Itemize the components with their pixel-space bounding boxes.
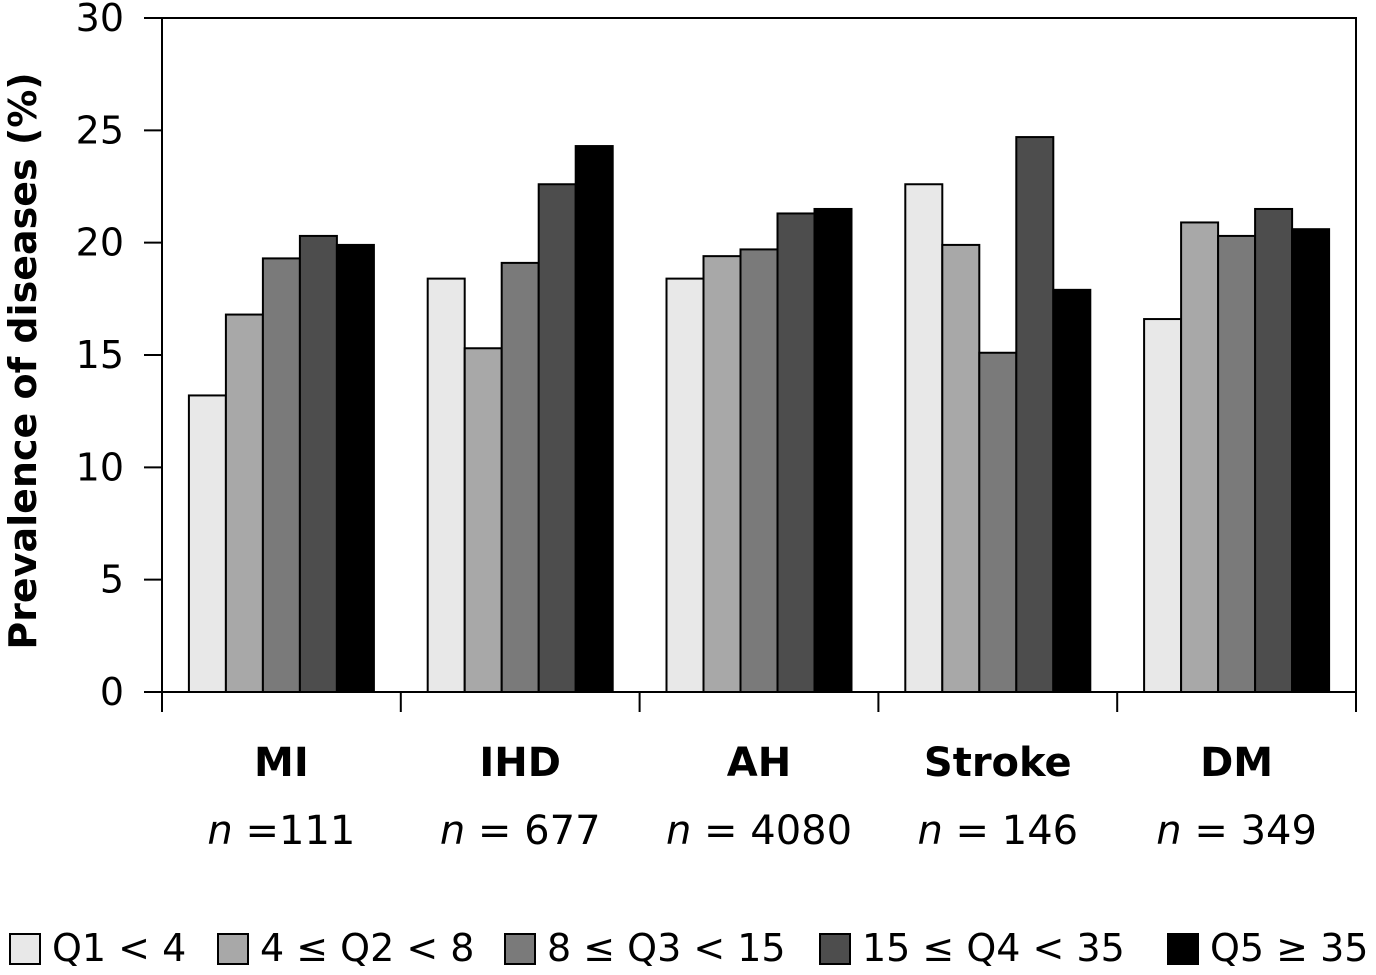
n-symbol: n [666,808,691,854]
bars-layer [187,136,1331,694]
bar-ah-series-5 [813,207,853,693]
category-label-ihd: IHD [479,740,561,786]
legend: Q1 < 4 4 ≤ Q2 < 8 8 ≤ Q3 < 15 15 ≤ Q4 < 35 Q… [9,926,1368,970]
category-n-label: n = 349 [1156,808,1317,854]
legend-swatch-3 [504,933,536,965]
bar-stroke-series-5 [1052,288,1092,693]
legend-label-1: Q1 < 4 [52,926,186,970]
n-symbol: n [1156,808,1181,854]
bar-ah-series-4 [776,212,816,694]
category-n-label: n = 146 [917,808,1078,854]
y-tick-label: 5 [100,558,124,602]
labels-layer: 0 5 10 15 20 25 30 Prevalence of diseases (%) MI… [1,0,1317,854]
category-n-label: n =111 [207,808,355,854]
y-tick-label: 30 [76,0,124,40]
category-label-ah: AH [727,740,791,786]
y-axis-label: Prevalence of diseases (%) [1,72,45,649]
bar-ihd-series-1 [426,277,466,693]
bar-mi-series-5 [335,243,375,693]
legend-swatch-5 [1167,933,1199,965]
axes-layer [144,17,1357,712]
n-value: = 4080 [691,808,852,854]
n-symbol: n [440,808,465,854]
bar-mi-series-1 [187,394,227,693]
bar-stroke-series-4 [1015,136,1055,694]
legend-label-3: 8 ≤ Q3 < 15 [547,926,786,970]
bar-dm-series-4 [1254,207,1294,693]
legend-label-5: Q5 ≥ 35 [1210,926,1368,970]
legend-label-2: 4 ≤ Q2 < 8 [260,926,474,970]
bar-ihd-series-2 [463,347,503,693]
bar-mi-series-3 [261,257,301,693]
bar-ihd-series-3 [500,261,540,693]
bar-dm-series-2 [1180,221,1220,694]
category-label-dm: DM [1200,740,1273,786]
bar-mi-series-4 [298,234,338,693]
category-label-stroke: Stroke [924,740,1072,786]
bar-ah-series-3 [739,248,779,693]
bar-mi-series-2 [224,313,264,693]
legend-swatch-2 [217,933,249,965]
y-tick-label: 15 [76,333,124,377]
bar-stroke-series-2 [941,243,981,693]
n-value: =111 [233,808,356,854]
bar-ah-series-1 [665,277,705,693]
n-value: = 677 [465,808,600,854]
legend-label-4: 15 ≤ Q4 < 35 [862,926,1125,970]
n-symbol: n [207,808,232,854]
y-tick-label: 10 [76,445,124,489]
bar-dm-series-3 [1217,234,1257,693]
y-tick-label: 20 [76,221,124,265]
bar-ah-series-2 [702,255,742,693]
bar-dm-series-1 [1143,318,1183,693]
bar-ihd-series-4 [537,183,577,693]
n-value: = 146 [943,808,1078,854]
bar-ihd-series-5 [574,145,614,693]
n-value: = 349 [1182,808,1317,854]
n-symbol: n [917,808,942,854]
bar-stroke-series-3 [978,351,1018,693]
y-tick-label: 25 [76,108,124,152]
bar-stroke-series-1 [904,183,944,693]
category-label-mi: MI [254,740,309,786]
legend-swatch-4 [819,933,851,965]
bar-dm-series-5 [1291,228,1331,693]
category-n-label: n = 4080 [666,808,852,854]
legend-swatch-1 [9,933,41,965]
category-n-label: n = 677 [440,808,601,854]
y-tick-label: 0 [100,670,124,714]
